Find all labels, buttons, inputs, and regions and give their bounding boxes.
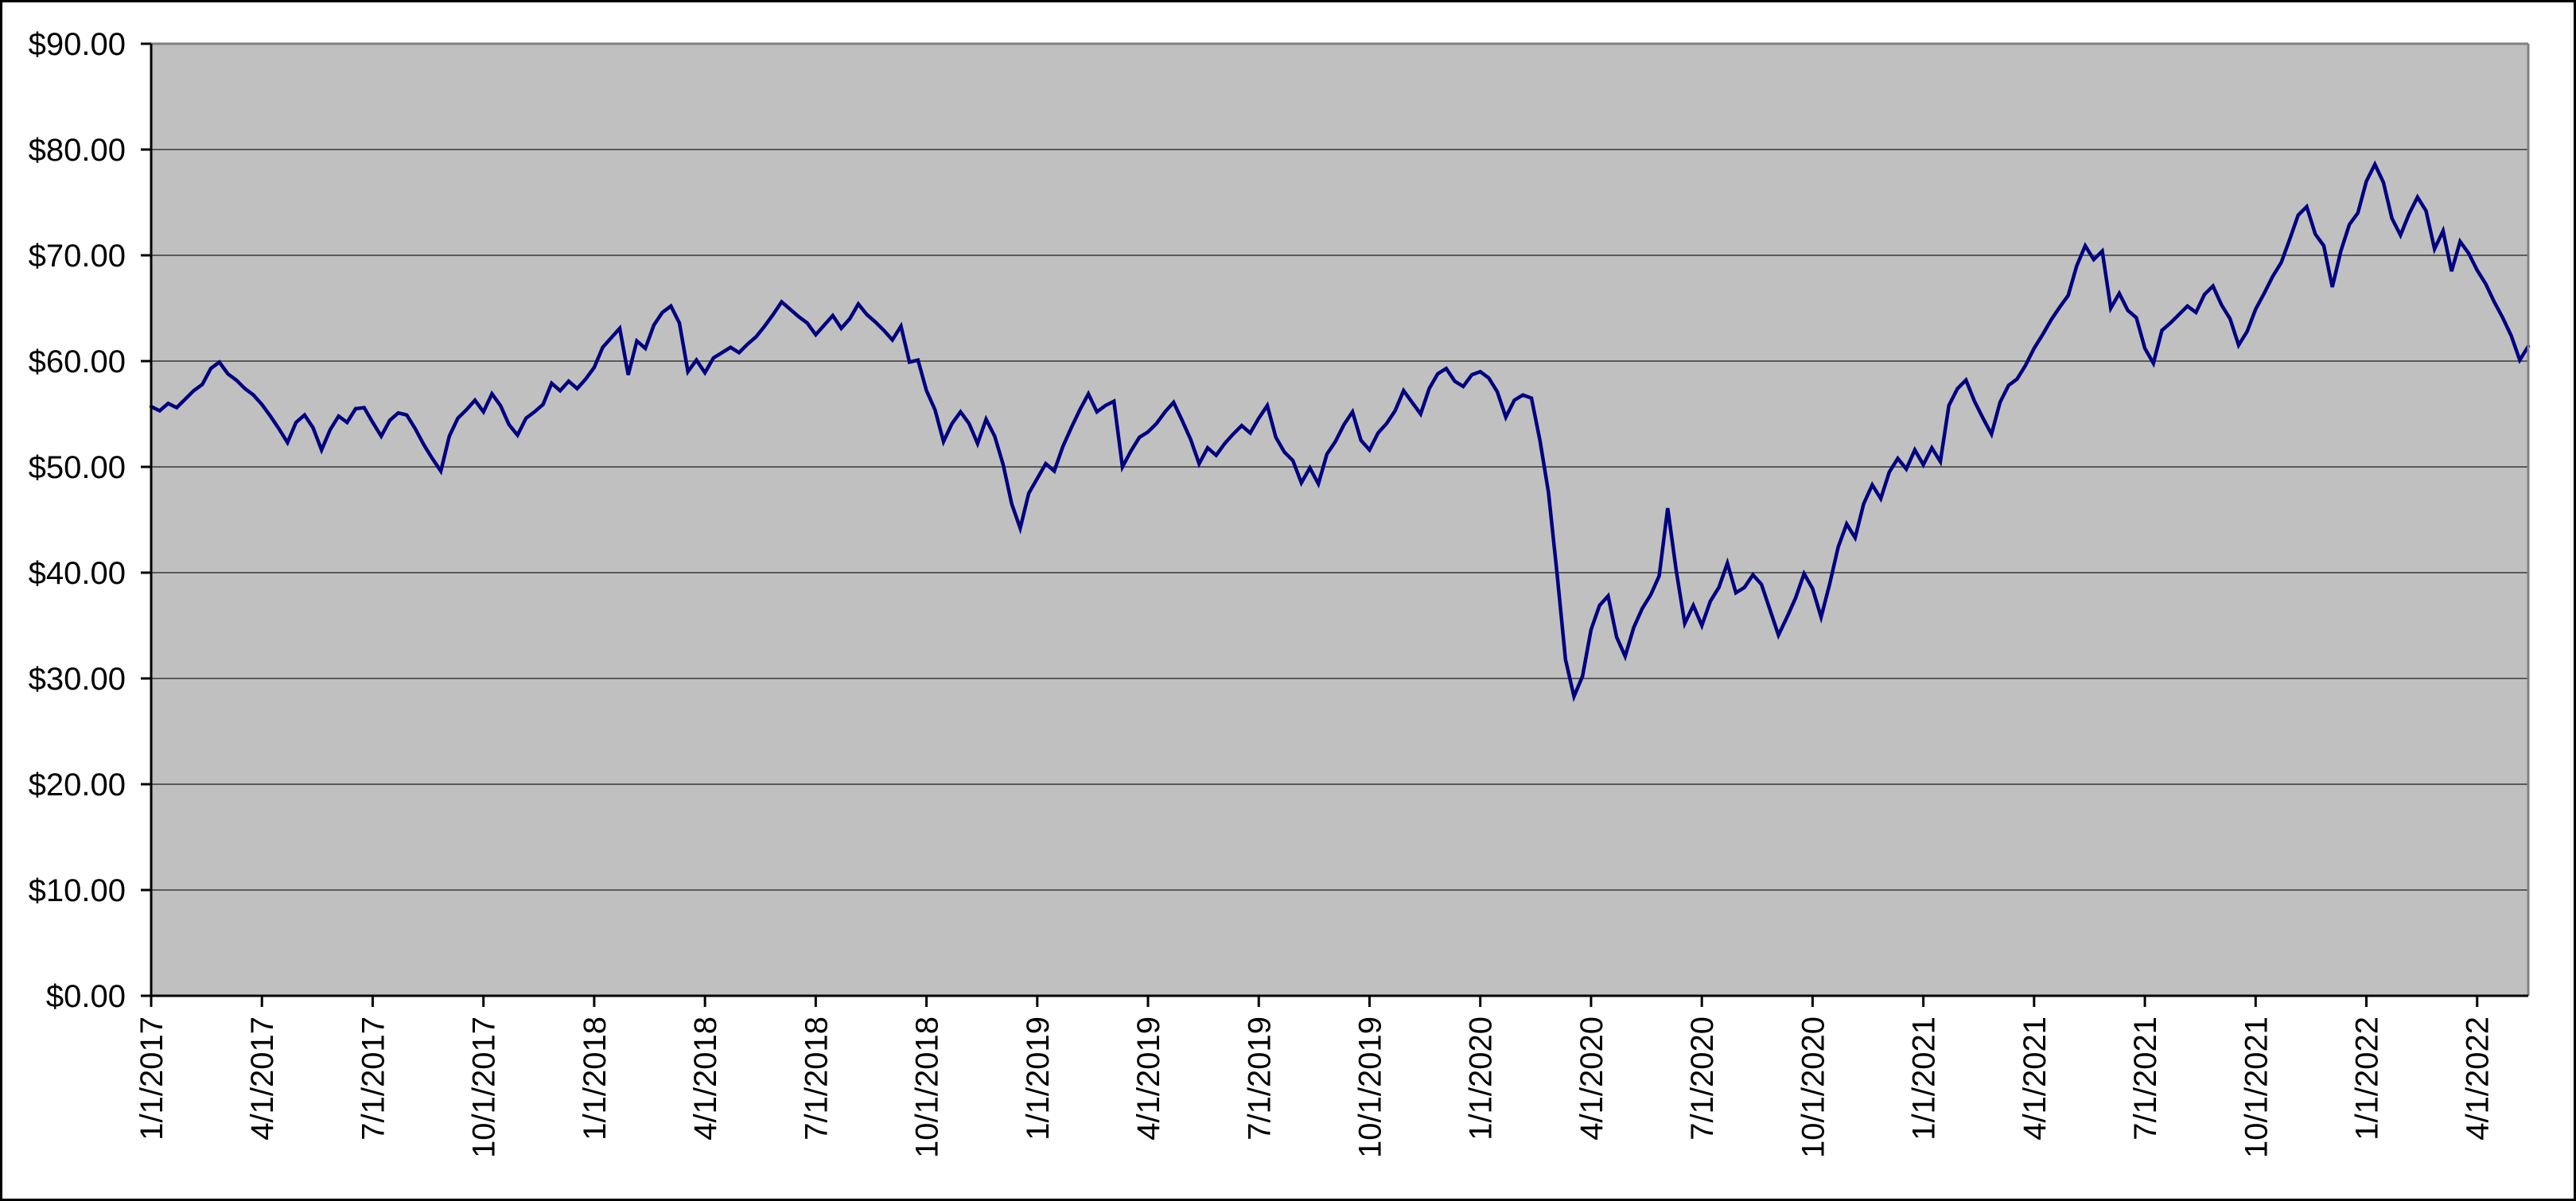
x-axis-label: 1/1/2021: [1907, 1016, 1942, 1141]
x-axis-label: 10/1/2017: [467, 1016, 502, 1158]
plot-area: [151, 44, 2528, 996]
y-axis-label: $90.00: [29, 27, 126, 62]
plot-borders-and-axes: [150, 42, 2530, 997]
y-axis-label: $80.00: [29, 133, 126, 168]
y-axis-label: $10.00: [29, 873, 126, 908]
x-axis-label: 7/1/2017: [356, 1016, 391, 1141]
y-axis-label: $20.00: [29, 768, 126, 803]
y-axis-label: $0.00: [46, 979, 126, 1014]
x-axis-label: 10/1/2021: [2239, 1016, 2274, 1158]
x-axis-label: 10/1/2019: [1352, 1016, 1387, 1158]
x-axis-label: 7/1/2019: [1242, 1016, 1277, 1141]
x-axis-label: 7/1/2020: [1685, 1016, 1720, 1141]
y-axis-ticks: [141, 42, 151, 997]
y-axis-label: $60.00: [29, 344, 126, 379]
x-axis-label: 4/1/2022: [2461, 1016, 2496, 1141]
x-axis-label: 1/1/2020: [1464, 1016, 1499, 1141]
x-axis-label: 10/1/2018: [910, 1016, 945, 1158]
x-axis-label: 7/1/2018: [799, 1016, 834, 1141]
x-axis-label: 4/1/2017: [245, 1016, 280, 1141]
price-line-series: [149, 160, 2531, 702]
x-axis-labels: 1/1/2017 4/1/2017 7/1/2017 10/1/2017 1/1/201…: [134, 1016, 2496, 1158]
x-axis-label: 7/1/2021: [2128, 1016, 2163, 1141]
y-axis-label: $70.00: [29, 239, 126, 274]
x-axis-label: 4/1/2019: [1131, 1016, 1166, 1141]
y-axis-label: $50.00: [29, 450, 126, 485]
x-axis-label: 1/1/2017: [134, 1016, 169, 1141]
y-axis-label: $40.00: [29, 556, 126, 591]
plot-area-background: [151, 44, 2528, 996]
x-axis-label: 1/1/2022: [2350, 1016, 2385, 1141]
x-axis-label: 4/1/2020: [1574, 1016, 1609, 1141]
x-axis-label: 1/1/2018: [578, 1016, 613, 1141]
horizontal-gridlines: [151, 149, 2528, 891]
x-axis-label: 10/1/2020: [1796, 1016, 1831, 1158]
price-line: [149, 160, 2531, 702]
x-axis-label: 4/1/2021: [2018, 1016, 2053, 1141]
x-axis-label: 1/1/2019: [1021, 1016, 1056, 1141]
x-axis-ticks: [150, 996, 2479, 1007]
y-axis-label: $30.00: [29, 662, 126, 697]
x-axis-label: 4/1/2018: [688, 1016, 723, 1141]
y-axis-labels: $90.00 $80.00 $70.00 $60.00 $50.00 $40.00 $30.…: [29, 27, 126, 1014]
